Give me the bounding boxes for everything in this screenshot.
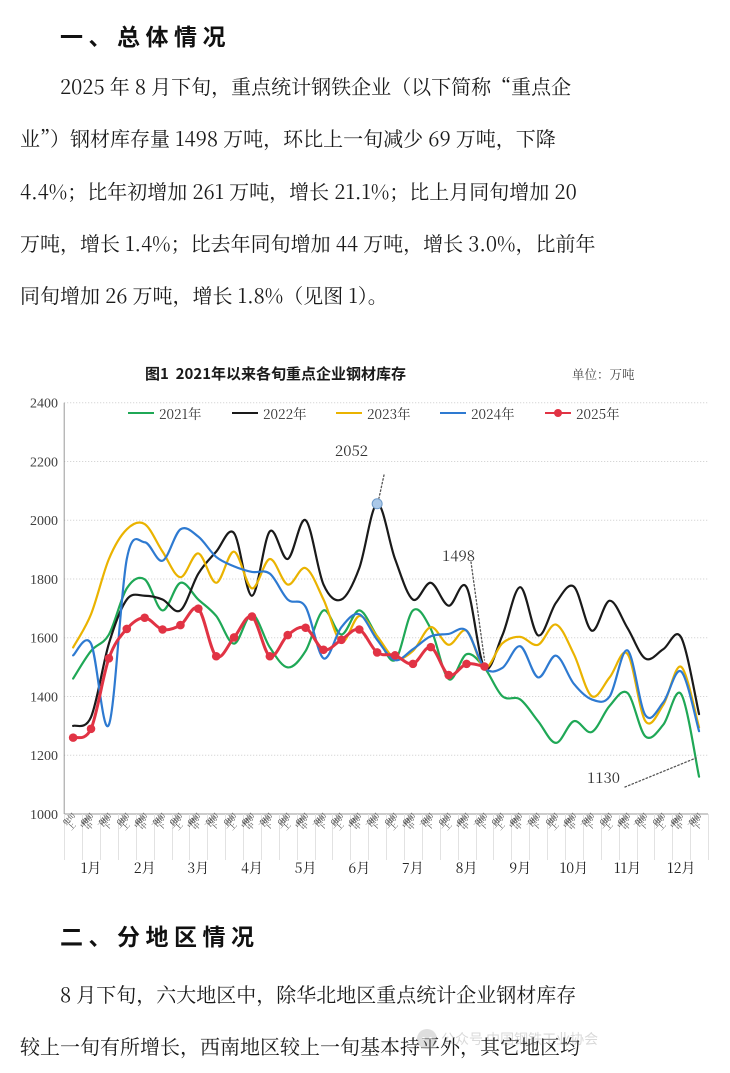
svg-text:1800: 1800 — [30, 573, 58, 588]
svg-text:2400: 2400 — [30, 397, 58, 412]
svg-text:1600: 1600 — [30, 632, 58, 647]
svg-text:2200: 2200 — [30, 455, 58, 470]
svg-text:1000: 1000 — [30, 808, 58, 823]
svg-text:1200: 1200 — [30, 749, 58, 764]
svg-text:2000: 2000 — [30, 514, 58, 529]
svg-text:1400: 1400 — [30, 690, 58, 705]
